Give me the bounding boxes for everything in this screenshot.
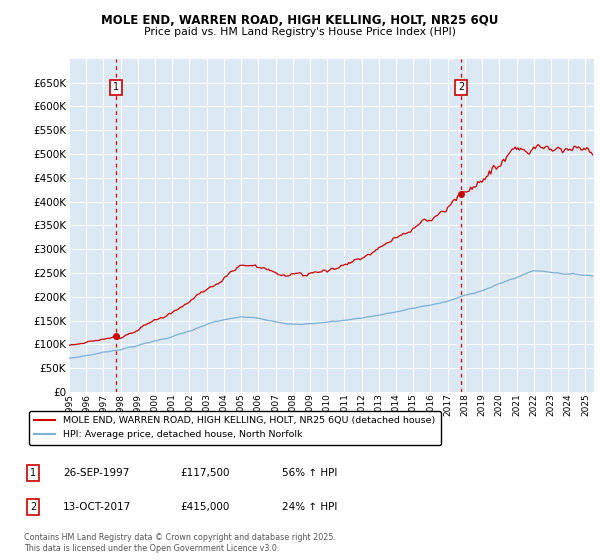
Text: £415,000: £415,000 <box>180 502 229 512</box>
Text: 1: 1 <box>113 82 119 92</box>
Text: 26-SEP-1997: 26-SEP-1997 <box>63 468 130 478</box>
Text: £117,500: £117,500 <box>180 468 229 478</box>
Text: Price paid vs. HM Land Registry's House Price Index (HPI): Price paid vs. HM Land Registry's House … <box>144 27 456 37</box>
Text: MOLE END, WARREN ROAD, HIGH KELLING, HOLT, NR25 6QU: MOLE END, WARREN ROAD, HIGH KELLING, HOL… <box>101 14 499 27</box>
Text: 1: 1 <box>30 468 36 478</box>
Legend: MOLE END, WARREN ROAD, HIGH KELLING, HOLT, NR25 6QU (detached house), HPI: Avera: MOLE END, WARREN ROAD, HIGH KELLING, HOL… <box>29 410 440 445</box>
Text: 13-OCT-2017: 13-OCT-2017 <box>63 502 131 512</box>
Text: 56% ↑ HPI: 56% ↑ HPI <box>282 468 337 478</box>
Text: Contains HM Land Registry data © Crown copyright and database right 2025.
This d: Contains HM Land Registry data © Crown c… <box>24 534 336 553</box>
Text: 2: 2 <box>30 502 36 512</box>
Text: 2: 2 <box>458 82 464 92</box>
Text: 24% ↑ HPI: 24% ↑ HPI <box>282 502 337 512</box>
